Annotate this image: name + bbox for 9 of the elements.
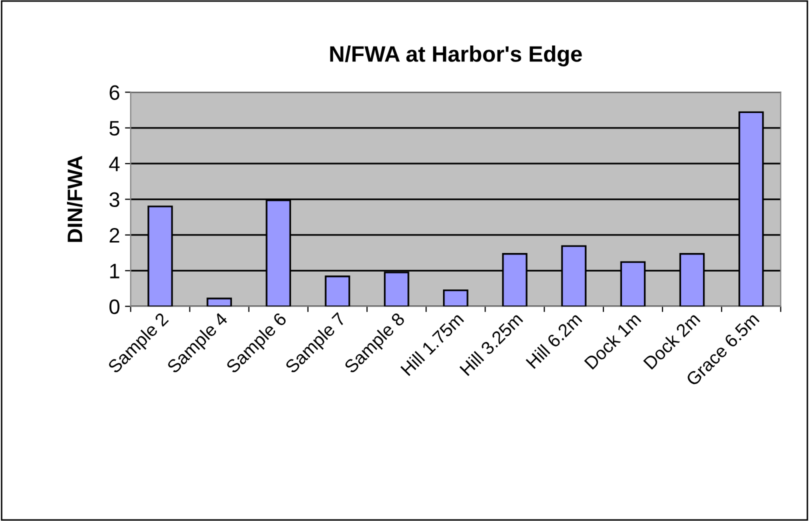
y-tick-label: 2 [110, 228, 120, 243]
y-tick-label: 6 [110, 85, 120, 100]
chart-title: N/FWA at Harbor's Edge [330, 46, 582, 66]
y-tick-label: 4 [109, 156, 120, 172]
y-axis-title: DIN/FWA [67, 156, 83, 242]
y-tick-label: 1 [110, 264, 120, 278]
y-tick-label: 3 [109, 192, 120, 208]
y-tick-label: 0 [109, 299, 120, 314]
y-tick-label: 5 [109, 121, 120, 136]
